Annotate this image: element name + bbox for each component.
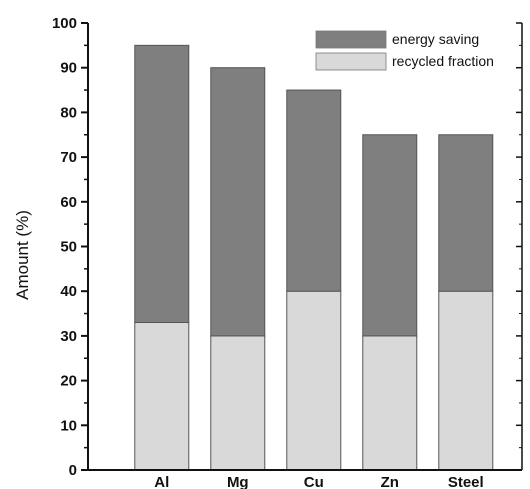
bars-group <box>134 44 494 471</box>
y-tick-label: 80 <box>60 104 77 121</box>
x-tick-label-mg: Mg <box>227 474 249 489</box>
legend: energy saving recycled fraction <box>315 30 494 71</box>
bar-al-recycled-fraction <box>134 321 190 471</box>
bar-mg-recycled-fraction <box>210 335 266 471</box>
y-tick-label: 90 <box>60 60 77 77</box>
bar-al-energy-saving <box>134 44 190 323</box>
legend-label-recycled-fraction: recycled fraction <box>392 53 494 69</box>
x-tick-label-zn: Zn <box>381 474 399 489</box>
bar-steel-recycled-fraction <box>438 290 494 471</box>
x-tick-label-steel: Steel <box>448 474 484 489</box>
y-tick-label: 60 <box>60 194 77 211</box>
bar-steel-energy-saving <box>438 134 494 292</box>
y-tick-label: 40 <box>60 283 77 300</box>
legend-label-energy-saving: energy saving <box>392 31 479 47</box>
x-tick-label-cu: Cu <box>304 474 324 489</box>
y-tick-label: 30 <box>60 328 77 345</box>
bar-cu-recycled-fraction <box>286 290 342 471</box>
bar-zn-energy-saving <box>362 134 418 337</box>
legend-swatch-recycled-fraction <box>315 52 387 71</box>
bar-mg-energy-saving <box>210 67 266 337</box>
x-tick-label-al: Al <box>154 474 169 489</box>
legend-swatch-energy-saving <box>315 30 387 49</box>
y-axis-title: Amount (%) <box>13 210 32 300</box>
y-tick-label: 70 <box>60 149 77 166</box>
y-tick-label: 50 <box>60 239 77 256</box>
y-tick-label: 100 <box>52 15 77 32</box>
y-tick-label: 10 <box>60 417 77 434</box>
y-tick-label: 0 <box>69 462 77 479</box>
y-tick-label: 20 <box>60 373 77 390</box>
bar-zn-recycled-fraction <box>362 335 418 471</box>
bar-cu-energy-saving <box>286 89 342 292</box>
axes-group: Al Mg Cu Zn Steel 0 10 20 30 40 50 60 70 80 90 100 <box>52 15 523 489</box>
